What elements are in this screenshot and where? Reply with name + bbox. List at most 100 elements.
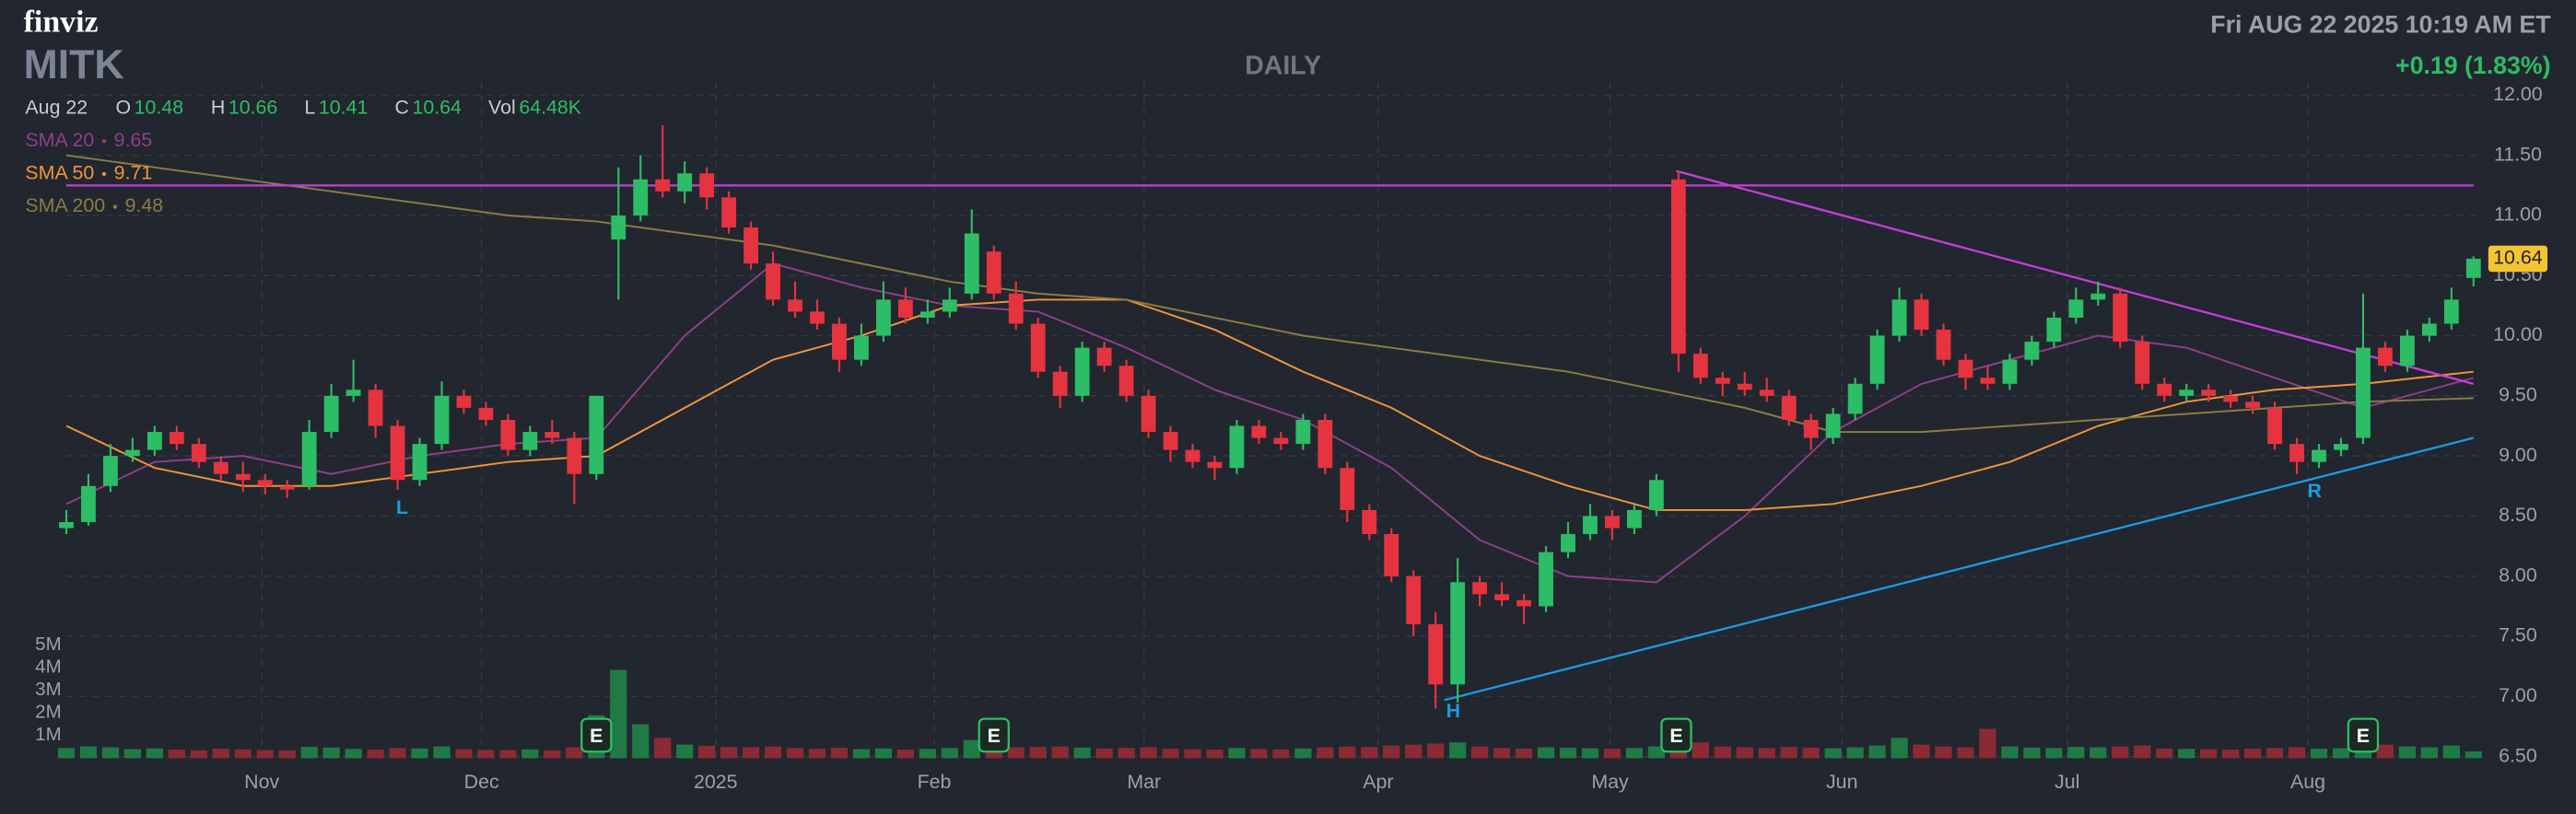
candle-body bbox=[59, 521, 74, 529]
volume-bar bbox=[1095, 748, 1113, 759]
candle-body bbox=[589, 395, 604, 474]
candle-body bbox=[2135, 342, 2150, 384]
volume-bar bbox=[256, 750, 274, 759]
candle-body bbox=[2377, 347, 2393, 366]
volume-bar bbox=[2112, 746, 2129, 759]
volume-bar bbox=[433, 746, 451, 759]
volume-bar bbox=[2442, 745, 2460, 759]
candle-body bbox=[2399, 335, 2415, 366]
volume-bar bbox=[1007, 747, 1025, 759]
candle-body bbox=[2113, 293, 2128, 343]
volume-bar bbox=[2310, 749, 2328, 759]
volume-bar bbox=[2222, 750, 2240, 759]
candle-body bbox=[766, 263, 780, 300]
quote-field-label: L bbox=[304, 96, 315, 118]
candle-body bbox=[390, 425, 405, 481]
candle-body bbox=[1847, 383, 1863, 414]
volume-bar bbox=[1339, 746, 1356, 759]
candle-body bbox=[1936, 330, 1951, 360]
candle-body bbox=[1583, 516, 1598, 535]
candle-body bbox=[2267, 407, 2282, 445]
candle-body bbox=[1340, 468, 1355, 510]
candle-body bbox=[788, 299, 802, 312]
volume-bar bbox=[742, 747, 760, 759]
volume-bar bbox=[2178, 749, 2195, 759]
volume-bar bbox=[2465, 751, 2482, 759]
volume-bar bbox=[1581, 748, 1599, 759]
volume-bar bbox=[632, 724, 650, 759]
brand[interactable]: finviz bbox=[24, 5, 99, 39]
volume-bar bbox=[1824, 748, 1842, 759]
volume-bar bbox=[1361, 747, 1378, 759]
volume-bar bbox=[477, 750, 495, 759]
quote-field-value: 10.66 bbox=[228, 96, 278, 118]
earnings-label[interactable]: E bbox=[988, 725, 1001, 747]
volume-bar bbox=[1625, 748, 1644, 759]
volume-bar bbox=[521, 749, 539, 759]
volume-bar bbox=[212, 749, 229, 759]
y-tick-label: 11.50 bbox=[2494, 143, 2542, 165]
volume-bar bbox=[345, 749, 362, 759]
volume-bar bbox=[2398, 746, 2416, 759]
candle-body bbox=[744, 227, 758, 264]
candle-body bbox=[1605, 516, 1620, 529]
volume-tick-label: 1M bbox=[35, 724, 61, 745]
candle-body bbox=[1096, 347, 1112, 366]
candle-body bbox=[1450, 582, 1466, 685]
candle-body bbox=[2356, 347, 2371, 438]
candle-body bbox=[1891, 299, 1907, 336]
candle-body bbox=[2157, 383, 2172, 396]
candle-body bbox=[301, 432, 317, 486]
volume-bar bbox=[1891, 738, 1908, 759]
candle-body bbox=[1251, 425, 1267, 438]
candle-body bbox=[544, 432, 560, 438]
earnings-label[interactable]: E bbox=[590, 725, 603, 747]
quote-field-value: 64.48K bbox=[519, 96, 581, 118]
volume-bar bbox=[786, 748, 804, 759]
volume-bar bbox=[896, 750, 914, 759]
x-tick-label: Jun bbox=[1826, 771, 1857, 793]
candle-body bbox=[1648, 480, 1664, 510]
volume-bar bbox=[1294, 748, 1312, 759]
quote-field-label: O bbox=[115, 96, 131, 118]
trendline bbox=[1676, 169, 2475, 385]
volume-bar bbox=[499, 750, 517, 759]
candle-body bbox=[434, 395, 450, 445]
legend-value: 9.48 bbox=[125, 194, 164, 216]
x-tick-label: Jul bbox=[2055, 771, 2079, 793]
earnings-label[interactable]: E bbox=[1669, 725, 1682, 747]
volume-bar bbox=[322, 747, 340, 759]
volume-bar bbox=[1073, 747, 1091, 759]
x-tick-label: Feb bbox=[918, 771, 952, 793]
period[interactable]: DAILY bbox=[1245, 52, 1321, 81]
candle-body bbox=[81, 485, 96, 522]
candle-body bbox=[2312, 449, 2326, 462]
y-tick-label: 12.00 bbox=[2493, 83, 2543, 105]
volume-bar bbox=[1471, 746, 1489, 759]
earnings-badge bbox=[978, 717, 1010, 753]
volume-bar bbox=[1449, 742, 1467, 759]
earnings-label[interactable]: E bbox=[2357, 725, 2370, 747]
volume-bar bbox=[1029, 747, 1047, 759]
volume-bar bbox=[2266, 748, 2284, 759]
volume-bar bbox=[2090, 747, 2107, 759]
candle-body bbox=[1163, 432, 1178, 450]
volume-bar bbox=[1692, 742, 1709, 759]
candle-body bbox=[2421, 323, 2437, 336]
volume-bar bbox=[300, 747, 318, 759]
y-tick-label: 11.00 bbox=[2494, 204, 2542, 226]
x-tick-label: Dec bbox=[464, 771, 499, 793]
candle-body bbox=[2334, 444, 2348, 450]
candle-body bbox=[368, 390, 383, 426]
candle-body bbox=[986, 251, 1001, 294]
pattern-label: H bbox=[1446, 700, 1460, 722]
last-price-label: 10.64 bbox=[2493, 247, 2543, 269]
volume-bar bbox=[1272, 749, 1290, 759]
volume-bar bbox=[411, 748, 428, 759]
volume-bar bbox=[963, 739, 980, 759]
candle-body bbox=[2201, 390, 2217, 396]
volume-bar bbox=[720, 747, 738, 759]
volume-bar bbox=[808, 749, 826, 759]
candle-body bbox=[1670, 179, 1686, 355]
